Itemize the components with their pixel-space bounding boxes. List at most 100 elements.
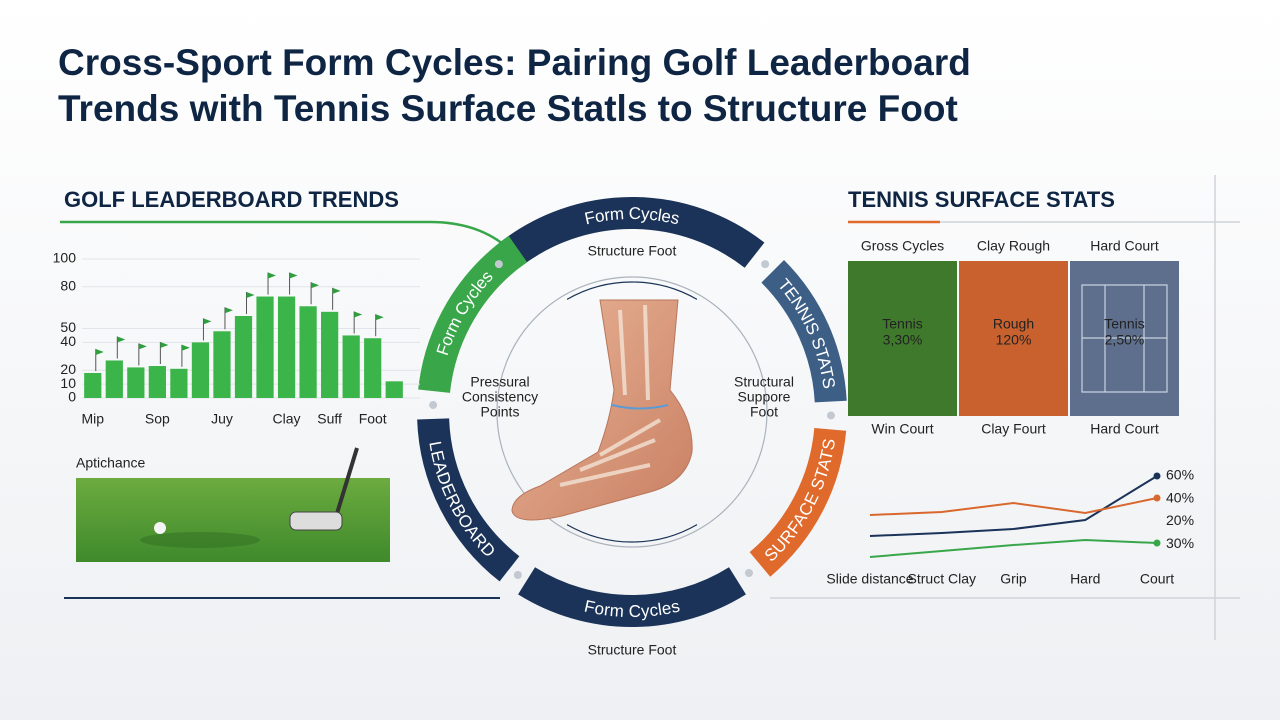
foot-detail — [559, 304, 662, 487]
flag — [246, 291, 255, 298]
foot-label: Consistency — [462, 389, 538, 405]
tile-footer: Hard Court — [1090, 421, 1159, 437]
shadow — [140, 532, 260, 548]
flag — [181, 344, 190, 351]
inner-circle — [496, 276, 768, 548]
tile-footer: Clay Fourt — [981, 421, 1046, 437]
x-tick-label: Struct Clay — [908, 571, 976, 587]
tile-name: Rough — [993, 316, 1034, 332]
flag — [289, 272, 298, 279]
y-tick-label: 0 — [68, 389, 76, 405]
ring-joint — [744, 568, 753, 577]
tile-footer: Win Court — [871, 421, 933, 437]
y-tick-label: 40 — [60, 333, 76, 349]
bar — [170, 368, 188, 398]
x-tick-label: Sop — [145, 411, 170, 427]
flag — [354, 311, 363, 318]
flag — [203, 318, 212, 325]
bar — [213, 331, 231, 398]
x-tick-label: Foot — [359, 411, 387, 427]
golf-ball — [154, 522, 166, 534]
ring-joint — [429, 401, 438, 410]
bar — [84, 372, 102, 398]
foot-label: Points — [481, 404, 520, 420]
end-point — [1153, 472, 1161, 480]
end-label: 20% — [1166, 512, 1194, 528]
bar — [148, 366, 166, 398]
bar — [364, 338, 382, 398]
foot-detail — [611, 404, 669, 410]
tile-stat: 2,50% — [1105, 332, 1145, 348]
flag — [332, 287, 341, 294]
bar — [299, 306, 317, 398]
line-series — [869, 538, 1158, 558]
ring-joint — [826, 411, 835, 420]
x-tick-label: Hard — [1070, 571, 1100, 587]
ring-joint — [513, 571, 522, 580]
court-lines — [1081, 284, 1168, 393]
ring-caption: Structure Foot — [588, 243, 677, 259]
ring-segment — [749, 427, 847, 577]
tile-name: Tennis — [1104, 316, 1144, 332]
y-tick-label: 50 — [60, 319, 76, 335]
surface-tile — [848, 261, 957, 416]
tile-heading: Clay Rough — [977, 238, 1050, 254]
surface-tile — [959, 261, 1068, 416]
bar — [234, 315, 253, 398]
tile-stat: 3,30% — [883, 332, 923, 348]
club-head — [289, 511, 343, 531]
y-tick-label: 100 — [53, 250, 77, 266]
bar — [342, 335, 360, 398]
bar — [127, 367, 145, 398]
flag — [117, 336, 126, 343]
ring-segment — [518, 567, 746, 627]
foot-label: Suppore — [738, 389, 791, 405]
tile-heading: Hard Court — [1090, 238, 1159, 254]
flag — [95, 348, 104, 355]
tile-stat: 120% — [996, 332, 1032, 348]
flag — [311, 282, 320, 289]
ring-joint — [494, 260, 503, 269]
bar — [105, 360, 123, 398]
end-label: 30% — [1166, 535, 1194, 551]
foot-label: Structural — [734, 374, 794, 390]
bar — [321, 311, 339, 398]
foot-label: Pressural — [470, 374, 529, 390]
line-series — [869, 497, 1158, 516]
photo-label: Aptichance — [76, 455, 145, 471]
bar — [256, 296, 274, 398]
title-line: Cross-Sport Form Cycles: Pairing Golf Le… — [58, 42, 971, 83]
y-tick-label: 20 — [60, 361, 76, 377]
x-tick-label: Juy — [211, 411, 233, 427]
ring-segment — [417, 418, 520, 582]
flag — [138, 343, 147, 350]
x-tick-label: Clay — [273, 411, 301, 427]
x-tick-label: Grip — [1000, 571, 1027, 587]
section-heading: TENNIS SURFACE STATS — [848, 187, 1115, 212]
flag — [224, 307, 233, 314]
end-label: 40% — [1166, 489, 1194, 505]
x-tick-label: Suff — [317, 411, 342, 427]
tile-name: Tennis — [882, 316, 922, 332]
bar — [385, 381, 403, 398]
foot-label: Foot — [750, 404, 778, 420]
x-tick-label: Court — [1140, 571, 1174, 587]
section-heading: GOLF LEADERBOARD TRENDS — [64, 187, 399, 212]
end-point — [1153, 494, 1161, 502]
tile-heading: Gross Cycles — [861, 238, 944, 254]
title-line: Trends with Tennis Surface Statls to Str… — [58, 88, 958, 129]
bar — [277, 296, 296, 398]
y-tick-label: 80 — [60, 278, 76, 294]
line-series — [869, 475, 1158, 537]
flag — [268, 272, 277, 279]
y-tick-label: 10 — [60, 375, 76, 391]
bar — [191, 342, 210, 398]
cycle-arrow — [566, 524, 698, 543]
cycle-arrow — [566, 281, 698, 300]
x-tick-label: Slide distance — [826, 571, 913, 587]
ring-segment — [761, 259, 847, 403]
ring-caption: Structure Foot — [588, 642, 677, 658]
ring-joint — [761, 260, 770, 269]
flag — [375, 314, 384, 321]
